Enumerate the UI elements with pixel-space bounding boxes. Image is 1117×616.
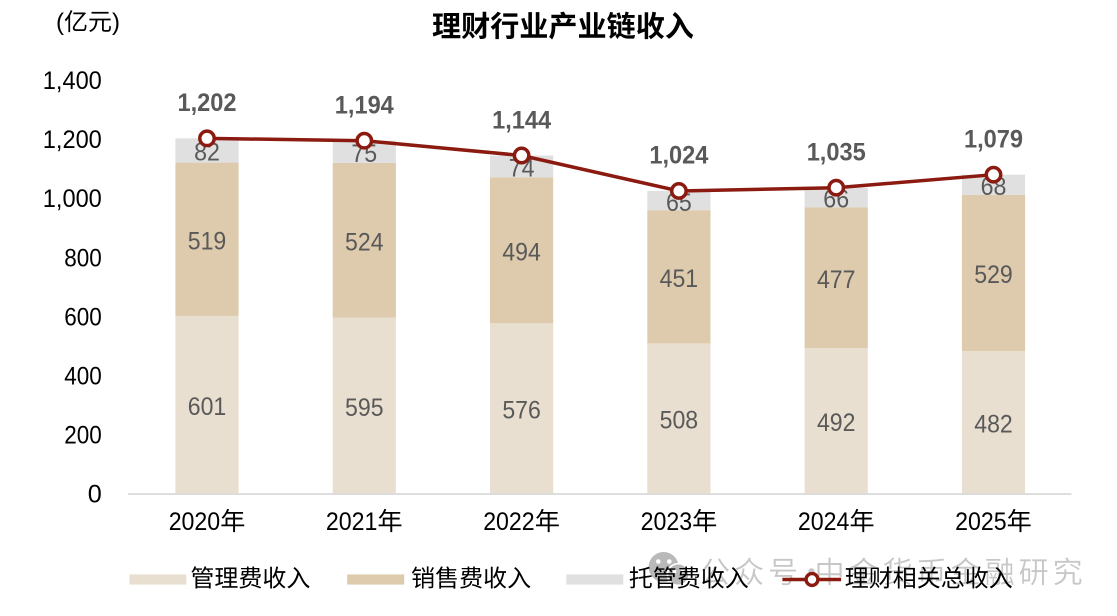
svg-text:595: 595 (345, 394, 384, 422)
svg-text:1,194: 1,194 (335, 93, 394, 120)
svg-text:1,200: 1,200 (43, 126, 102, 154)
svg-text:494: 494 (502, 239, 541, 267)
svg-text:1,202: 1,202 (178, 90, 237, 117)
svg-text:529: 529 (974, 261, 1013, 289)
svg-text:0: 0 (88, 481, 102, 509)
svg-text:1,000: 1,000 (43, 185, 102, 213)
svg-text:(: ( (56, 9, 64, 36)
svg-text:2022: 2022 (483, 508, 535, 536)
svg-text:519: 519 (188, 227, 227, 255)
svg-text:2024: 2024 (798, 508, 850, 536)
svg-text:1,035: 1,035 (807, 139, 866, 166)
svg-text:200: 200 (64, 422, 102, 450)
svg-text:576: 576 (502, 397, 541, 425)
svg-text:800: 800 (64, 244, 102, 272)
svg-text:2021: 2021 (326, 508, 378, 536)
svg-text:2023: 2023 (641, 508, 693, 536)
svg-text:1,144: 1,144 (492, 107, 551, 134)
svg-text:2025: 2025 (955, 508, 1007, 536)
svg-text:524: 524 (345, 228, 384, 256)
svg-text:400: 400 (64, 363, 102, 391)
svg-text:482: 482 (974, 410, 1013, 438)
svg-text:1,024: 1,024 (649, 143, 708, 170)
svg-text:600: 600 (64, 303, 102, 331)
svg-text:451: 451 (660, 265, 699, 293)
svg-text:477: 477 (817, 266, 856, 294)
svg-text:2020: 2020 (169, 508, 221, 536)
svg-text:): ) (112, 9, 120, 36)
svg-text:601: 601 (188, 393, 227, 421)
svg-text:492: 492 (817, 409, 856, 437)
svg-text:1,400: 1,400 (43, 67, 102, 95)
svg-text:1,079: 1,079 (964, 126, 1023, 153)
svg-text:508: 508 (660, 407, 699, 435)
